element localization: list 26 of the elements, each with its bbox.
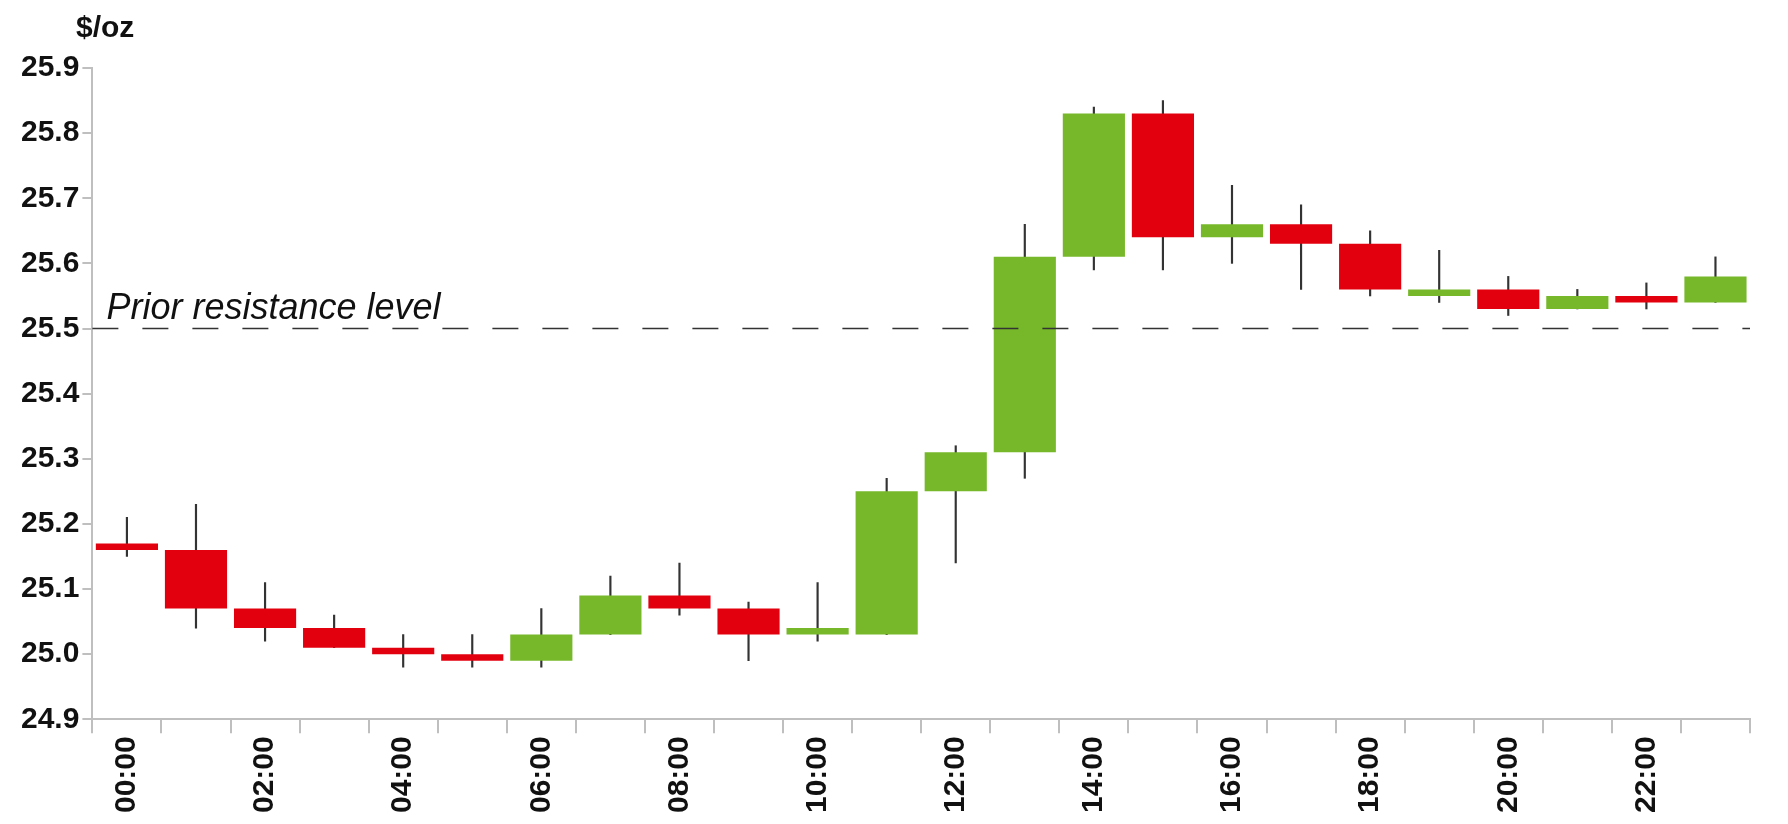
x-tick-label: 08:00: [660, 736, 694, 814]
x-tick-label: 06:00: [522, 736, 556, 814]
y-tick-label: 24.9: [21, 700, 80, 734]
ref-line-label: Prior resistance level: [106, 285, 442, 327]
x-tick-label: 18:00: [1351, 736, 1385, 814]
y-tick-label: 25.3: [21, 440, 80, 474]
x-tick-label: 02:00: [246, 736, 280, 814]
y-tick-label: 25.2: [21, 505, 80, 539]
x-tick-label: 00:00: [108, 736, 142, 814]
y-tick-label: 25.0: [21, 635, 80, 669]
y-axis-title: $/oz: [76, 10, 135, 44]
y-tick-label: 25.1: [21, 570, 80, 604]
x-tick-label: 14:00: [1075, 736, 1109, 814]
x-tick-label: 22:00: [1627, 736, 1661, 814]
x-tick-label: 12:00: [936, 736, 970, 814]
y-tick-label: 25.7: [21, 179, 80, 213]
y-tick-label: 25.6: [21, 244, 80, 278]
x-tick-label: 16:00: [1213, 736, 1247, 814]
x-tick-label: 04:00: [384, 736, 418, 814]
y-tick-label: 25.5: [21, 309, 80, 343]
x-tick-label: 20:00: [1489, 736, 1523, 814]
y-tick-label: 25.8: [21, 114, 80, 148]
y-tick-label: 25.4: [21, 374, 80, 408]
y-tick-label: 25.9: [21, 49, 80, 83]
x-tick-label: 10:00: [798, 736, 832, 814]
candlestick: [648, 562, 711, 616]
